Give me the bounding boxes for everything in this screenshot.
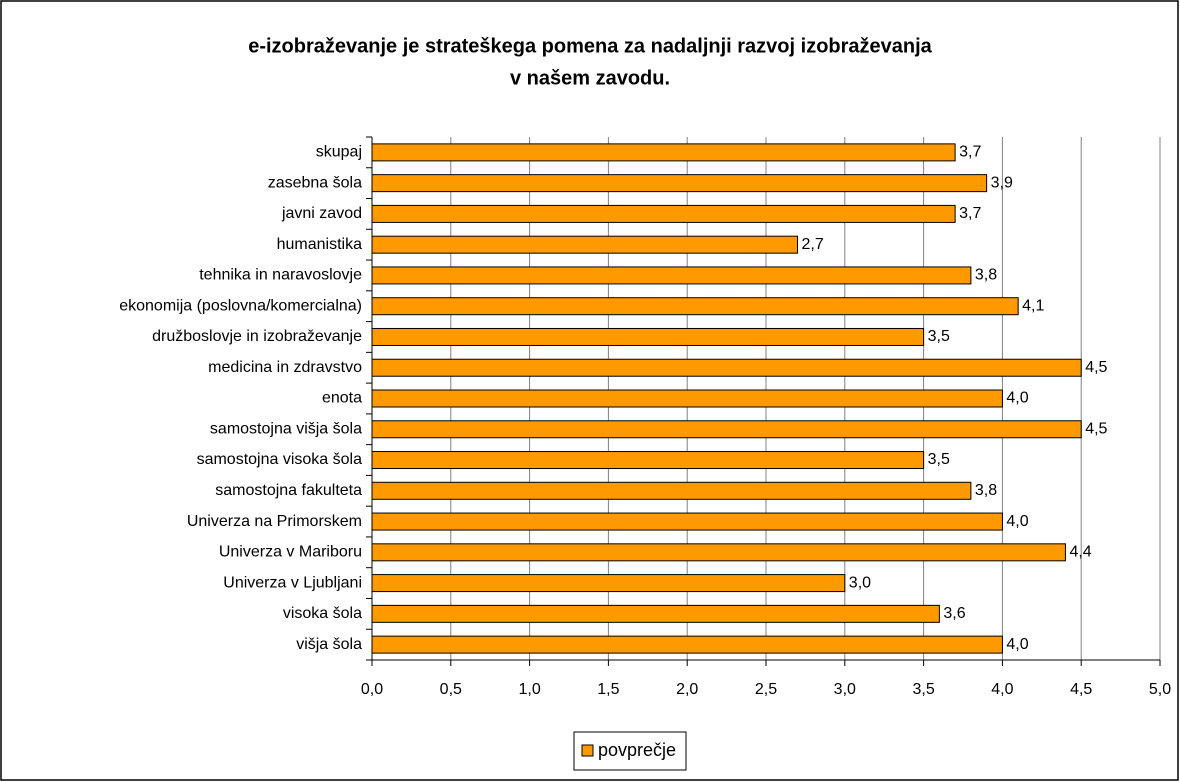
data-label: 3,5 (928, 451, 950, 468)
data-label: 3,7 (959, 205, 981, 222)
y-tick-label: ekonomija (poslovna/komercialna) (119, 297, 362, 314)
bar (371, 358, 1082, 377)
legend-swatch (581, 744, 594, 757)
bar (371, 297, 1019, 316)
y-tick-label: tehnika in naravoslovje (199, 267, 362, 284)
data-label: 3,8 (975, 267, 997, 284)
x-tick-label: 2,0 (676, 681, 698, 698)
bar (371, 143, 956, 162)
y-tick-label: samostojna fakulteta (215, 482, 362, 499)
data-label: 4,5 (1085, 359, 1107, 376)
y-tick-label: medicina in zdravstvo (208, 359, 362, 376)
data-label: 3,7 (959, 144, 981, 161)
bar (371, 389, 1003, 408)
bar (371, 574, 846, 593)
data-label: 4,0 (1006, 636, 1028, 653)
y-tick-label: humanistika (277, 236, 362, 253)
bar (371, 604, 940, 623)
legend-label: povprečje (598, 740, 676, 760)
data-label: 3,6 (943, 605, 965, 622)
x-tick-label: 3,5 (912, 681, 934, 698)
x-tick-label: 0,5 (440, 681, 462, 698)
bar (371, 481, 972, 500)
data-label: 3,8 (975, 482, 997, 499)
data-label: 4,0 (1006, 513, 1028, 530)
chart-title: v našem zavodu. (510, 67, 670, 89)
data-label: 3,0 (849, 574, 871, 591)
y-tick-label: družboslovje in izobraževanje (152, 328, 362, 345)
chart-title: e-izobraževanje je strateškega pomena za… (248, 35, 932, 57)
y-tick-label: visoka šola (283, 605, 362, 622)
y-tick-label: samostojna višja šola (210, 420, 362, 437)
y-tick-label: javni zavod (281, 205, 362, 222)
y-tick-label: višja šola (296, 636, 362, 653)
x-tick-label: 4,5 (1070, 681, 1092, 698)
bar (371, 512, 1003, 531)
x-tick-label: 0,0 (361, 681, 383, 698)
y-tick-label: Univerza na Primorskem (187, 513, 362, 530)
bar (371, 235, 799, 254)
bar (371, 635, 1003, 654)
y-tick-label: Univerza v Ljubljani (223, 574, 362, 591)
data-label: 3,9 (991, 174, 1013, 191)
x-tick-label: 2,5 (755, 681, 777, 698)
bar (371, 327, 925, 346)
x-tick-label: 1,5 (597, 681, 619, 698)
bar (371, 543, 1066, 562)
x-tick-label: 4,0 (991, 681, 1013, 698)
y-tick-label: samostojna visoka šola (197, 451, 363, 468)
bar (371, 266, 972, 285)
data-label: 4,1 (1022, 297, 1044, 314)
bar (371, 420, 1082, 439)
y-tick-label: skupaj (316, 144, 362, 161)
data-label: 4,4 (1069, 544, 1091, 561)
y-tick-label: zasebna šola (268, 174, 362, 191)
data-label: 4,0 (1006, 390, 1028, 407)
x-tick-label: 5,0 (1149, 681, 1171, 698)
data-label: 4,5 (1085, 420, 1107, 437)
y-tick-label: Univerza v Mariboru (219, 544, 362, 561)
bar (371, 204, 956, 223)
x-tick-label: 1,0 (518, 681, 540, 698)
data-label: 3,5 (928, 328, 950, 345)
data-label: 2,7 (802, 236, 824, 253)
x-tick-label: 3,0 (834, 681, 856, 698)
bar (371, 174, 988, 193)
bar (371, 451, 925, 470)
y-tick-label: enota (322, 390, 362, 407)
